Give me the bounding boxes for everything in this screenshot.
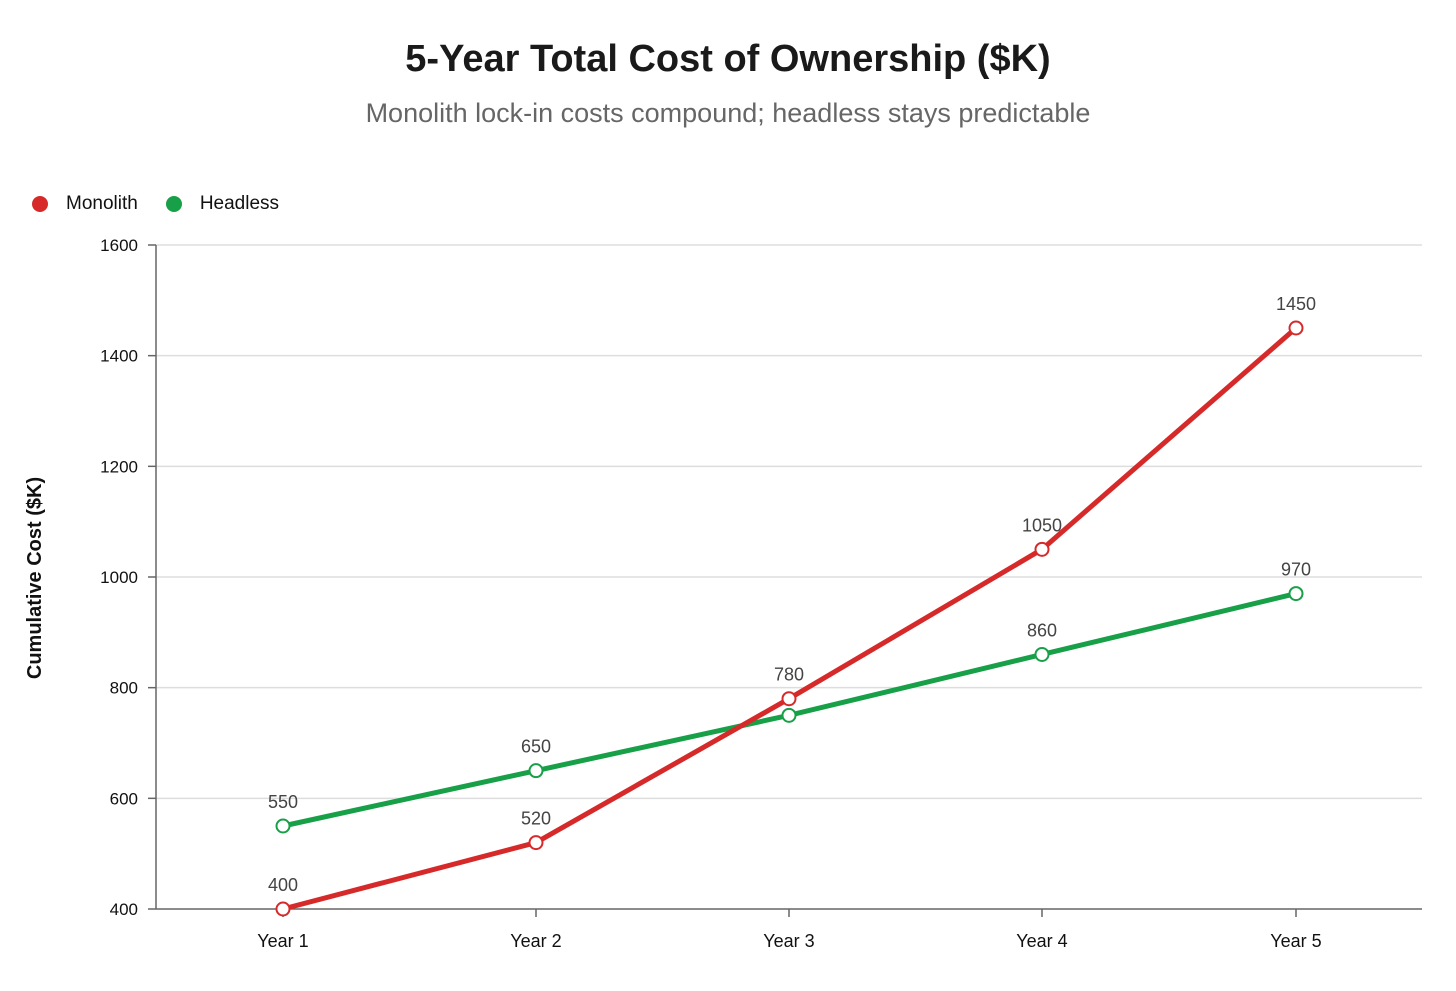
data-point-monolith-5 (1288, 320, 1304, 336)
y-tick-label-1400: 1400 (100, 347, 138, 366)
legend: Monolith Headless (32, 193, 307, 215)
y-tick-labels: 400 600 800 1000 1200 1400 1600 (100, 236, 138, 919)
data-label-headless-4: 860 (1027, 620, 1057, 640)
y-tick-label-1200: 1200 (100, 457, 138, 476)
data-labels: 550 650 860 970 400 520 780 1050 1450 (268, 294, 1316, 895)
chart-title: 5-Year Total Cost of Ownership ($K) (405, 38, 1051, 80)
axes (155, 245, 1422, 917)
data-point-headless-2 (528, 763, 544, 779)
data-points (275, 320, 1304, 917)
data-point-monolith-1 (275, 901, 291, 917)
data-label-headless-2: 650 (521, 737, 551, 757)
data-label-headless-1: 550 (268, 792, 298, 812)
x-tick-label-1: Year 1 (257, 931, 308, 951)
data-point-headless-4 (1034, 646, 1050, 662)
data-label-headless-5: 970 (1281, 560, 1311, 580)
data-point-headless-3 (781, 707, 797, 723)
y-tick-label-1600: 1600 (100, 236, 138, 255)
legend-swatch-monolith (32, 196, 48, 212)
x-tick-label-4: Year 4 (1016, 931, 1067, 951)
data-label-monolith-2: 520 (521, 809, 551, 829)
data-label-monolith-1: 400 (268, 875, 298, 895)
x-tick-label-5: Year 5 (1270, 931, 1321, 951)
legend-label-monolith: Monolith (66, 193, 138, 214)
y-tick-label-600: 600 (110, 789, 138, 808)
chart-subtitle: Monolith lock-in costs compound; headles… (365, 98, 1091, 128)
grid-lines (148, 244, 1422, 910)
y-axis-label: Cumulative Cost ($K) (24, 477, 46, 679)
y-tick-label-800: 800 (110, 679, 138, 698)
data-label-monolith-4: 1050 (1022, 515, 1062, 535)
data-label-monolith-3: 780 (774, 665, 804, 685)
data-label-monolith-5: 1450 (1276, 294, 1316, 314)
x-tick-label-3: Year 3 (763, 931, 814, 951)
data-point-monolith-3 (781, 691, 797, 707)
series-line-monolith (280, 325, 1299, 912)
x-tick-labels: Year 1 Year 2 Year 3 Year 4 Year 5 (257, 931, 1321, 951)
y-tick-label-1000: 1000 (100, 568, 138, 587)
data-point-headless-5 (1288, 586, 1304, 602)
legend-item-monolith: Monolith (32, 193, 138, 215)
legend-swatch-headless (165, 196, 182, 212)
data-point-monolith-2 (528, 835, 544, 851)
legend-item-headless: Headless (165, 193, 280, 215)
series-lines (280, 325, 1299, 912)
data-point-monolith-4 (1034, 541, 1050, 557)
x-tick-label-2: Year 2 (510, 931, 561, 951)
y-tick-label-400: 400 (110, 900, 138, 919)
data-point-headless-1 (275, 818, 291, 834)
legend-label-headless: Headless (199, 193, 280, 214)
